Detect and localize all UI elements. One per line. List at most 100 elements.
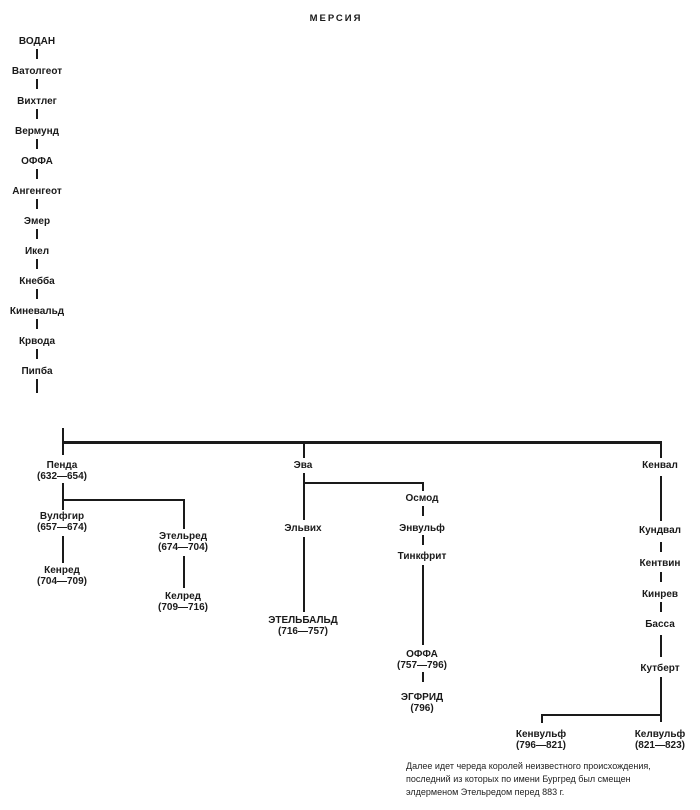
chain-node-7: Эмер xyxy=(23,216,51,227)
connector-line xyxy=(303,441,305,458)
tree-node-dates: (709—716) xyxy=(157,602,209,613)
chain-link-dash xyxy=(36,109,38,119)
connector-line xyxy=(422,506,424,516)
chain-link-dash xyxy=(36,289,38,299)
tree-node-name: Осмод xyxy=(405,493,439,504)
tree-node-name: Эва xyxy=(293,460,313,471)
chain-node-4: Вермунд xyxy=(15,126,59,137)
connector-line xyxy=(303,473,305,520)
tree-node-cenval: Кенвал xyxy=(642,460,678,471)
tree-node-name: Энвульф xyxy=(399,523,445,534)
chain-node-11: Крвода xyxy=(18,336,56,347)
tree-node-name: Келред xyxy=(164,591,202,602)
tree-node-name: Вулфгир xyxy=(39,511,85,522)
tree-node-name: Тинкфрит xyxy=(397,551,447,562)
tree-node-dates: (657—674) xyxy=(36,522,88,533)
tree-node-cenvulf: Кенвульф (796—821) xyxy=(516,729,566,751)
tree-node-dates: (796) xyxy=(410,703,434,714)
chain-node-6: Ангенгеот xyxy=(12,186,62,197)
tree-node-celred: Келред (709—716) xyxy=(158,591,208,613)
chain-link-dash xyxy=(36,229,38,239)
chain-link-dash xyxy=(36,169,38,179)
connector-line xyxy=(660,635,662,657)
tree-node-egfrid: ЭГФРИД (796) xyxy=(401,692,443,714)
tree-node-dates: (632—654) xyxy=(36,471,88,482)
chain-node-8: Икел xyxy=(24,246,50,257)
connector-line xyxy=(183,556,185,588)
connector-line xyxy=(660,476,662,521)
connector-line xyxy=(303,482,422,484)
tree-node-etelbald: ЭТЕЛЬБАЛЬД (716—757) xyxy=(268,615,337,637)
chain-link-dash xyxy=(36,199,38,209)
tree-node-cenred: Кенред (704—709) xyxy=(37,565,87,587)
chain-link-dash xyxy=(36,79,38,89)
connector-line xyxy=(62,483,64,510)
chain-link-dash xyxy=(36,259,38,269)
tree-node-name: Кенвал xyxy=(642,460,678,471)
connector-line xyxy=(660,441,662,458)
connector-line xyxy=(660,602,662,612)
tree-node-envulf: Энвульф xyxy=(399,523,445,534)
footnote-line: последний из которых по имени Бургред бы… xyxy=(406,773,631,784)
chain-node-12: Пипба xyxy=(21,366,53,377)
chain-node-5: ОФФА xyxy=(21,156,53,167)
tree-node-name: Келвульф xyxy=(634,729,686,740)
chain-node-2: Ватолгеот xyxy=(11,66,63,77)
tree-node-name: Эльвих xyxy=(284,523,322,534)
connector-line xyxy=(422,672,424,682)
chain-node-10: Киневальд xyxy=(9,306,65,317)
tree-node-name: ЭТЕЛЬБАЛЬД xyxy=(268,615,338,626)
tree-node-name: Кенвульф xyxy=(515,729,567,740)
tree-node-dates: (716—757) xyxy=(277,626,329,637)
tree-node-name: ЭГФРИД xyxy=(400,692,444,703)
tree-node-offa: ОФФА (757—796) xyxy=(397,649,447,671)
chain-link-dash xyxy=(36,379,38,393)
tree-node-penda: Пенда (632—654) xyxy=(37,460,87,482)
tree-node-name: Кинрев xyxy=(641,589,679,600)
tree-node-name: Этельред xyxy=(158,531,208,542)
chain-link-dash xyxy=(36,139,38,149)
connector-line xyxy=(62,441,661,444)
tree-node-dates: (821—823) xyxy=(634,740,686,751)
connector-line xyxy=(62,499,183,501)
connector-line xyxy=(422,565,424,645)
footnote-line: элдерменом Этельредом перед 883 г. xyxy=(406,786,565,797)
tree-node-celvulf: Келвульф (821—823) xyxy=(635,729,686,751)
tree-node-name: Басса xyxy=(645,619,675,630)
connector-line xyxy=(541,714,661,716)
tree-node-name: Кундвал xyxy=(639,525,681,536)
tree-node-name: ОФФА xyxy=(406,649,438,660)
tree-node-centvin: Кентвин xyxy=(640,558,681,569)
chain-node-9: Кнебба xyxy=(19,276,55,287)
connector-line xyxy=(62,536,64,563)
tree-node-name: Кутберт xyxy=(640,663,680,674)
chain-node-3: Вихтлег xyxy=(17,96,57,107)
footnote-line: Далее идет череда королей неизвестного п… xyxy=(406,761,651,771)
connector-line xyxy=(660,677,662,722)
chain-link-dash xyxy=(36,349,38,359)
tree-node-name: Пенда xyxy=(46,460,78,471)
chain-link-dash xyxy=(36,49,38,59)
tree-node-dates: (674—704) xyxy=(157,542,209,553)
connector-line xyxy=(303,537,305,612)
tree-node-vulfgir: Вулфгир (657—674) xyxy=(37,511,87,533)
connector-line xyxy=(422,482,424,491)
chain-link-dash xyxy=(36,319,38,329)
connector-line xyxy=(183,499,185,529)
footnote: Далее идет череда королей неизвестного п… xyxy=(406,760,698,798)
tree-node-dates: (757—796) xyxy=(396,660,448,671)
tree-node-tinkfrit: Тинкфрит xyxy=(398,551,447,562)
tree-node-dates: (796—821) xyxy=(515,740,567,751)
tree-node-bassa: Басса xyxy=(645,619,675,630)
connector-line xyxy=(541,714,543,723)
chain-node-1: ВОДАН xyxy=(18,36,56,47)
tree-node-eva: Эва xyxy=(294,460,313,471)
tree-node-cinrev: Кинрев xyxy=(642,589,678,600)
connector-line xyxy=(660,542,662,552)
connector-line xyxy=(422,535,424,545)
tree-node-etelred: Этельред (674—704) xyxy=(158,531,208,553)
tree-node-dates: (704—709) xyxy=(36,576,88,587)
tree-node-name: Кенред xyxy=(44,565,80,576)
tree-node-cutbert: Кутберт xyxy=(640,663,679,674)
